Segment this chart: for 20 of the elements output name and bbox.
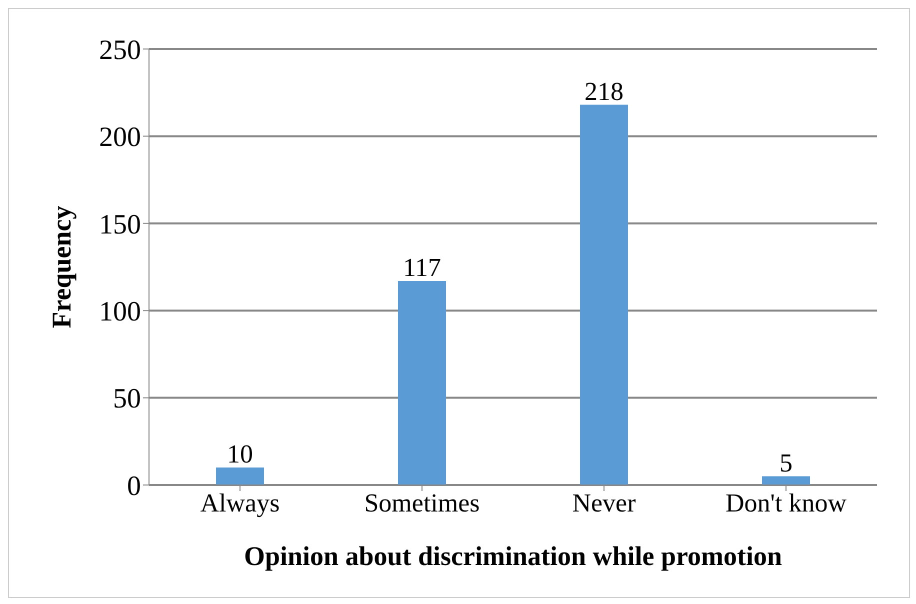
x-tick-label: Sometimes xyxy=(364,488,480,518)
y-tick-label: 50 xyxy=(113,384,141,415)
data-label: 5 xyxy=(780,448,792,478)
bar xyxy=(398,280,446,485)
y-tick-label: 100 xyxy=(99,296,141,328)
bar xyxy=(580,104,628,485)
y-axis-title: Frequency xyxy=(46,205,77,328)
bar xyxy=(762,476,810,485)
x-tick-label: Never xyxy=(572,488,636,518)
x-tick-label: Don't know xyxy=(726,488,847,518)
y-tick-label: 0 xyxy=(127,470,141,502)
x-axis-title: Opinion about discrimination while promotion xyxy=(244,541,782,571)
x-tick-label: Always xyxy=(200,488,280,518)
data-label: 10 xyxy=(227,440,253,469)
bar xyxy=(216,468,264,485)
y-tick-label: 200 xyxy=(99,122,141,154)
y-tick-label: 250 xyxy=(99,34,141,66)
y-tick-label: 150 xyxy=(99,209,141,240)
data-label: 117 xyxy=(402,252,442,282)
data-label: 218 xyxy=(584,76,624,106)
